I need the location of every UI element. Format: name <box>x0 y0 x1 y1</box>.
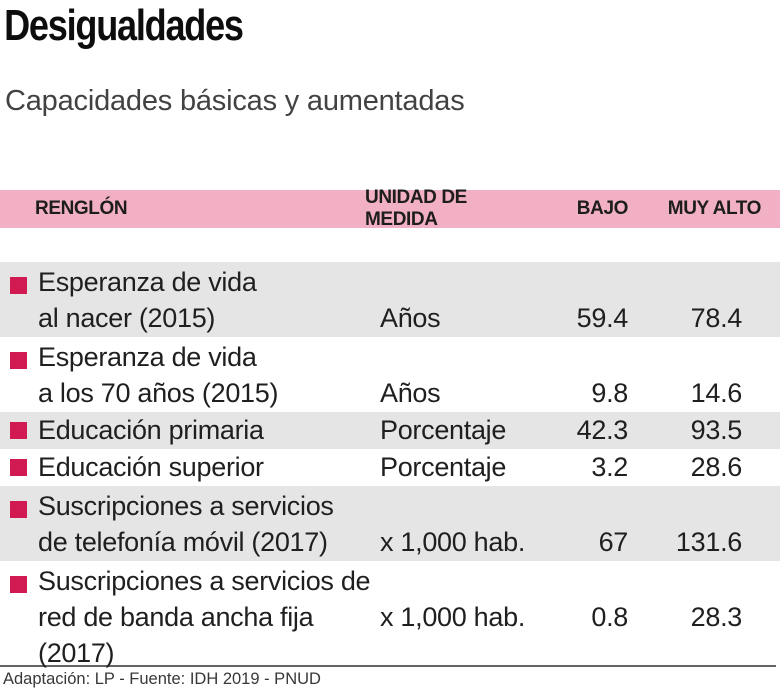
row-item-name: Educación superior <box>38 449 380 486</box>
row-item-name: Educación primaria <box>38 412 380 449</box>
row-unit: Años <box>380 378 441 408</box>
table-body: Esperanza de vida al nacer (2015) Años 5… <box>0 262 780 668</box>
table-row: Suscripciones a servicios de red de band… <box>0 561 780 668</box>
column-header-very-high: MUY ALTO <box>667 198 762 219</box>
bullet-square-icon <box>10 459 27 476</box>
row-unit: Porcentaje <box>380 415 507 445</box>
row-value-very-high: 28.6 <box>690 452 743 482</box>
row-item-name: Esperanza de vida al nacer (2015) <box>38 262 380 337</box>
bullet-square-icon <box>10 352 27 369</box>
column-header-low: BAJO <box>576 198 629 219</box>
row-item-line: Educación superior <box>38 452 264 482</box>
row-item-line: Educación primaria <box>38 415 264 445</box>
table-row: Esperanza de vida a los 70 años (2015) A… <box>0 337 780 412</box>
row-value-low: 67 <box>598 527 629 557</box>
table-header-row: RENGLÓN UNIDAD DE MEDIDA BAJO MUY ALTO <box>0 187 780 230</box>
row-value-low: 42.3 <box>576 415 629 445</box>
row-item-name: Suscripciones a servicios de telefonía m… <box>38 486 380 561</box>
row-item-name: Esperanza de vida a los 70 años (2015) <box>38 337 380 412</box>
row-value-low: 3.2 <box>591 452 628 482</box>
row-unit: x 1,000 hab. <box>380 527 526 557</box>
table-row: Suscripciones a servicios de telefonía m… <box>0 486 780 561</box>
row-item-line: Suscripciones a servicios de <box>38 566 371 596</box>
row-item-line: Esperanza de vida <box>38 342 257 372</box>
bullet-square-icon <box>10 576 27 593</box>
page-title: Desigualdades <box>4 1 244 50</box>
table-row: Esperanza de vida al nacer (2015) Años 5… <box>0 262 780 337</box>
footer-rule <box>0 665 776 667</box>
row-item-line: Esperanza de vida <box>38 267 257 297</box>
bullet-square-icon <box>10 277 27 294</box>
row-unit: Años <box>380 303 441 333</box>
row-item-line: Suscripciones a servicios <box>38 491 334 521</box>
table-row: Educación primaria Porcentaje 42.3 93.5 <box>0 412 780 449</box>
footer-credit: Adaptación: LP - Fuente: IDH 2019 - PNUD <box>3 670 321 688</box>
column-header-unit: UNIDAD DE MEDIDA <box>365 187 467 230</box>
row-value-very-high: 28.3 <box>690 602 743 632</box>
bullet-square-icon <box>10 501 27 518</box>
row-item-name: Suscripciones a servicios de red de band… <box>38 561 380 668</box>
row-value-low: 0.8 <box>591 602 628 632</box>
row-item-line: red de banda ancha fija (2017) <box>38 602 314 668</box>
table-row: Educación superior Porcentaje 3.2 28.6 <box>0 449 780 486</box>
row-unit: x 1,000 hab. <box>380 602 526 632</box>
page-subtitle: Capacidades básicas y aumentadas <box>5 85 465 117</box>
row-item-line: a los 70 años (2015) <box>38 378 279 408</box>
row-item-line: al nacer (2015) <box>38 303 216 333</box>
row-value-low: 9.8 <box>591 378 628 408</box>
row-value-very-high: 131.6 <box>675 527 742 557</box>
row-unit: Porcentaje <box>380 452 507 482</box>
row-value-very-high: 93.5 <box>690 415 743 445</box>
row-value-very-high: 14.6 <box>690 378 743 408</box>
row-item-line: de telefonía móvil (2017) <box>38 527 328 557</box>
bullet-square-icon <box>10 422 27 439</box>
column-header-item: RENGLÓN <box>35 198 128 219</box>
row-value-very-high: 78.4 <box>690 303 743 333</box>
row-value-low: 59.4 <box>576 303 629 333</box>
